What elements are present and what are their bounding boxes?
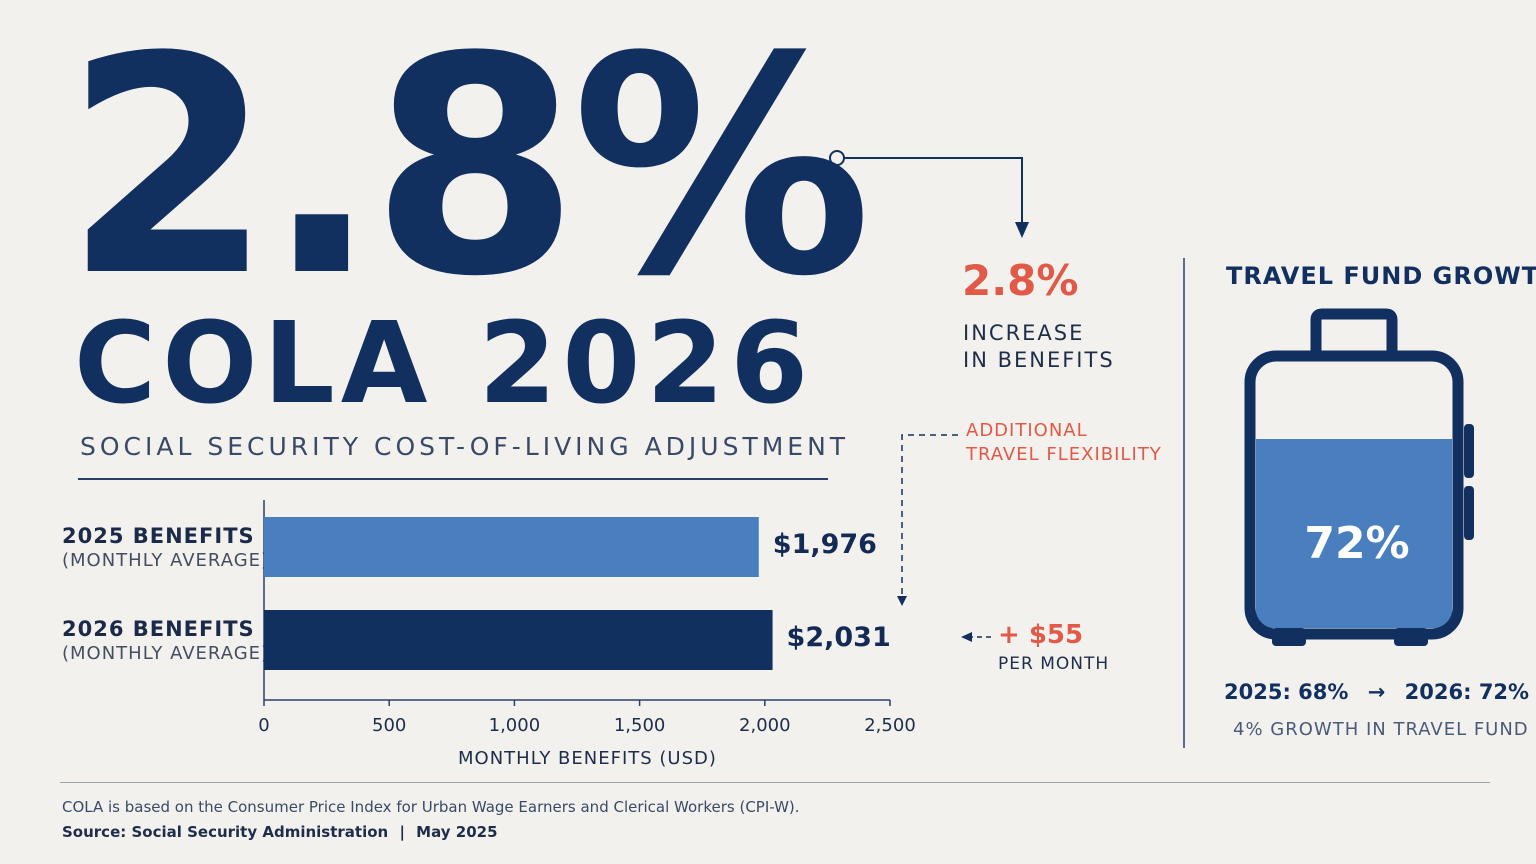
callout-percentage: 2.8% (962, 256, 1079, 305)
x-tick-label: 1,500 (614, 715, 666, 736)
hero-big-value: 2.8% (64, 0, 872, 342)
title-divider (78, 478, 828, 480)
page-title: COLA 2026 (74, 299, 815, 429)
suitcase-fill-level (1256, 439, 1452, 628)
bar-0 (264, 517, 759, 577)
source-line: Source: Social Security Administration |… (62, 823, 498, 841)
travel-growth-note: 4% GROWTH IN TRAVEL FUND (1233, 719, 1529, 740)
increase-period: PER MONTH (998, 654, 1110, 674)
footer-divider (60, 782, 1490, 783)
category-main-2026: 2026 BENEFITS (62, 617, 255, 641)
x-tick-label: 2,500 (864, 715, 916, 736)
suitcase-icon (1244, 308, 1474, 646)
x-tick-label: 2,000 (739, 715, 791, 736)
category-label-2025: 2025 BENEFITS (MONTHLY AVERAGE) (62, 524, 269, 571)
travel-flex-line-2: TRAVEL FLEXIBILITY (966, 444, 1162, 465)
callout-line-1: INCREASE (963, 321, 1085, 345)
travel-fund-title: TRAVEL FUND GROWTH (1226, 262, 1536, 290)
category-sub-2025: (MONTHLY AVERAGE) (62, 550, 270, 571)
source-separator: | (399, 823, 405, 841)
travel-comparison: 2025: 68% → 2026: 72% (1224, 680, 1529, 704)
category-main-2025: 2025 BENEFITS (62, 524, 255, 548)
callout-label: INCREASE IN BENEFITS (963, 320, 1115, 374)
x-tick-label: 1,000 (489, 715, 541, 736)
bar-value-label-2025: $1,976 (772, 529, 877, 560)
travel-fill-percentage: 72% (1304, 518, 1410, 569)
travel-flex-note: ADDITIONAL TRAVEL FLEXIBILITY (966, 419, 1162, 467)
bar-value-label-2026: $2,031 (786, 622, 891, 653)
travel-to: 2026: 72% (1404, 680, 1530, 704)
page-subtitle: SOCIAL SECURITY COST-OF-LIVING ADJUSTMEN… (80, 432, 850, 461)
travel-flex-line-1: ADDITIONAL (966, 420, 1088, 441)
travel-from: 2025: 68% (1224, 680, 1349, 704)
x-tick-label: 500 (372, 715, 406, 736)
footnote: COLA is based on the Consumer Price Inde… (62, 798, 800, 816)
increase-amount: + $55 (998, 620, 1084, 650)
x-tick-label: 0 (258, 715, 269, 736)
category-sub-2026: (MONTHLY AVERAGE) (62, 643, 270, 664)
category-label-2026: 2026 BENEFITS (MONTHLY AVERAGE) (62, 617, 269, 664)
x-axis-title: MONTHLY BENEFITS (USD) (458, 748, 717, 769)
arrow-right-icon: → (1367, 680, 1386, 704)
source-date: May 2025 (416, 823, 498, 841)
bar-1 (264, 610, 773, 670)
source-text: Source: Social Security Administration (62, 823, 389, 841)
callout-line-2: IN BENEFITS (963, 348, 1115, 372)
